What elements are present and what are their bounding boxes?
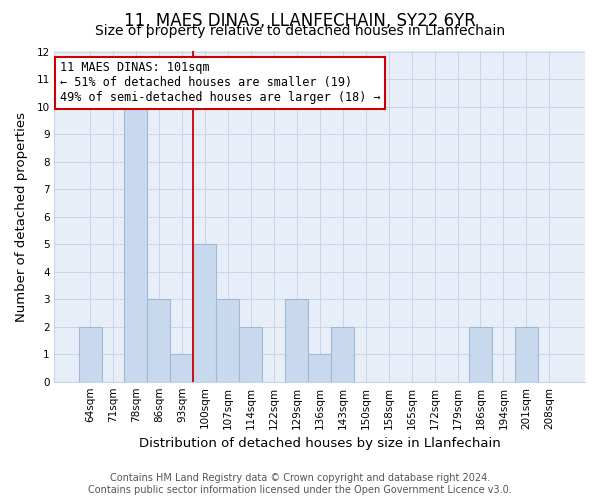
Text: Contains HM Land Registry data © Crown copyright and database right 2024.
Contai: Contains HM Land Registry data © Crown c… (88, 474, 512, 495)
Text: Size of property relative to detached houses in Llanfechain: Size of property relative to detached ho… (95, 24, 505, 38)
Bar (239, 326, 262, 382)
Bar (515, 326, 538, 382)
Bar (217, 299, 239, 382)
Y-axis label: Number of detached properties: Number of detached properties (15, 112, 28, 322)
Bar (308, 354, 331, 382)
Bar (79, 326, 101, 382)
Bar (285, 299, 308, 382)
Bar (469, 326, 492, 382)
Text: 11 MAES DINAS: 101sqm
← 51% of detached houses are smaller (19)
49% of semi-deta: 11 MAES DINAS: 101sqm ← 51% of detached … (60, 62, 380, 104)
Bar (170, 354, 193, 382)
Bar (148, 299, 170, 382)
Bar (124, 106, 148, 382)
Text: 11, MAES DINAS, LLANFECHAIN, SY22 6YR: 11, MAES DINAS, LLANFECHAIN, SY22 6YR (124, 12, 476, 30)
X-axis label: Distribution of detached houses by size in Llanfechain: Distribution of detached houses by size … (139, 437, 500, 450)
Bar (331, 326, 354, 382)
Bar (193, 244, 217, 382)
